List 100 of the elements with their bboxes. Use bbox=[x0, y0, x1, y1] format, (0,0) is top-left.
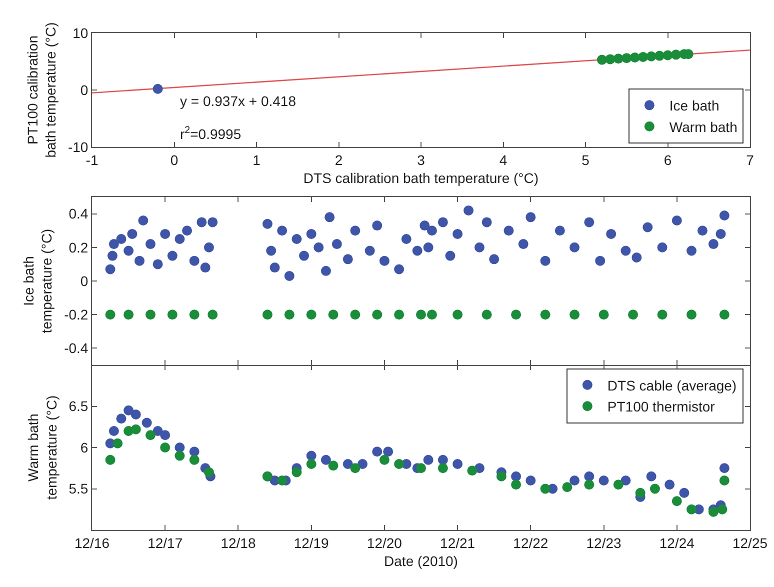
point bbox=[342, 459, 353, 469]
point bbox=[142, 418, 152, 428]
point bbox=[679, 488, 690, 498]
point bbox=[620, 476, 631, 486]
point bbox=[379, 454, 390, 465]
y-tick-label: -0.2 bbox=[64, 306, 88, 322]
point bbox=[584, 480, 594, 490]
point bbox=[540, 484, 550, 494]
y-tick-label: -0.4 bbox=[64, 340, 88, 356]
x-tick-label: 1 bbox=[252, 152, 261, 168]
point bbox=[605, 54, 616, 64]
x-tick-label: 0 bbox=[170, 152, 178, 168]
point bbox=[292, 467, 302, 478]
point bbox=[108, 426, 119, 436]
point bbox=[467, 466, 478, 476]
x-axis-title: DTS calibration bath temperature (°C) bbox=[303, 170, 539, 186]
point bbox=[672, 496, 682, 506]
y-tick-label: 5.5 bbox=[68, 480, 88, 497]
point bbox=[670, 50, 681, 60]
y-tick-label: 10 bbox=[72, 24, 88, 41]
x-tick-label: 4 bbox=[499, 152, 508, 168]
y-axis-title: Warm bath temperature (°C) bbox=[25, 395, 60, 500]
x-tick-label: 12/25 bbox=[732, 534, 768, 551]
point bbox=[105, 454, 116, 465]
x-tick-label: 6 bbox=[664, 152, 672, 168]
point bbox=[719, 463, 730, 474]
point bbox=[372, 446, 382, 457]
x-tick-label: 12/18 bbox=[220, 534, 256, 551]
y-tick-label: 0.2 bbox=[68, 239, 88, 256]
x-tick-label: -1 bbox=[86, 152, 98, 168]
point bbox=[174, 450, 185, 461]
x-tick-label: 12/20 bbox=[366, 534, 402, 551]
x-tick-label: 12/23 bbox=[586, 534, 622, 551]
point bbox=[708, 506, 718, 517]
x-tick-label: 2 bbox=[334, 152, 343, 168]
y-tick-label: 6.5 bbox=[68, 398, 88, 414]
point bbox=[277, 476, 288, 486]
point bbox=[320, 454, 331, 465]
point bbox=[596, 54, 607, 65]
point bbox=[526, 476, 536, 486]
point bbox=[654, 50, 665, 61]
point bbox=[145, 430, 156, 440]
point bbox=[511, 480, 522, 490]
x-tick-label: 12/19 bbox=[294, 534, 330, 551]
x-tick-label: 7 bbox=[746, 152, 754, 168]
point bbox=[112, 438, 123, 448]
point bbox=[306, 459, 316, 469]
legend-label: Ice bath bbox=[669, 98, 720, 114]
point bbox=[152, 84, 163, 94]
point bbox=[452, 459, 463, 469]
point bbox=[638, 52, 648, 62]
point bbox=[383, 446, 394, 457]
point bbox=[646, 51, 656, 62]
point bbox=[116, 414, 126, 424]
point bbox=[204, 467, 214, 478]
point bbox=[438, 463, 448, 474]
x-tick-label: 12/22 bbox=[513, 534, 548, 551]
x-axis-title: Date (2010) bbox=[384, 553, 458, 570]
point bbox=[584, 471, 594, 482]
point bbox=[423, 454, 434, 465]
y-tick-label: 0.4 bbox=[68, 206, 88, 222]
point bbox=[686, 504, 697, 514]
point bbox=[130, 410, 141, 420]
point bbox=[328, 460, 338, 471]
x-tick-label: 12/21 bbox=[440, 534, 476, 551]
point bbox=[635, 488, 646, 498]
y-axis-title: Ice bath temperature (°C) bbox=[20, 228, 55, 334]
point bbox=[570, 476, 580, 486]
point bbox=[562, 482, 572, 492]
point bbox=[124, 405, 134, 416]
y-tick-label: 6 bbox=[80, 439, 88, 456]
point bbox=[416, 463, 426, 474]
y-tick-label: -10 bbox=[68, 138, 88, 155]
point bbox=[160, 430, 170, 440]
point bbox=[646, 471, 656, 482]
point bbox=[650, 484, 660, 494]
point bbox=[613, 54, 624, 64]
point bbox=[394, 459, 404, 469]
point bbox=[664, 480, 675, 490]
x-tick-label: 12/24 bbox=[659, 534, 695, 551]
point bbox=[598, 476, 609, 486]
x-tick-label: 12/17 bbox=[148, 534, 183, 551]
point bbox=[174, 442, 185, 452]
y-tick-label: 0 bbox=[80, 272, 88, 289]
x-tick-label: 5 bbox=[582, 152, 590, 168]
point bbox=[438, 454, 448, 465]
point bbox=[630, 52, 640, 63]
annotation: r$^{2}$=0.9995 bbox=[180, 125, 242, 142]
point bbox=[358, 459, 368, 469]
legend-label: PT100 thermistor bbox=[607, 398, 716, 415]
point bbox=[719, 476, 730, 486]
legend-label: Warm bath bbox=[669, 118, 738, 135]
y-tick-label: 0 bbox=[80, 82, 88, 98]
point bbox=[613, 480, 624, 490]
point bbox=[189, 446, 200, 457]
point bbox=[622, 53, 632, 64]
point bbox=[496, 471, 506, 482]
point bbox=[189, 454, 200, 465]
point bbox=[130, 424, 141, 434]
x-tick-label: 3 bbox=[417, 152, 426, 168]
